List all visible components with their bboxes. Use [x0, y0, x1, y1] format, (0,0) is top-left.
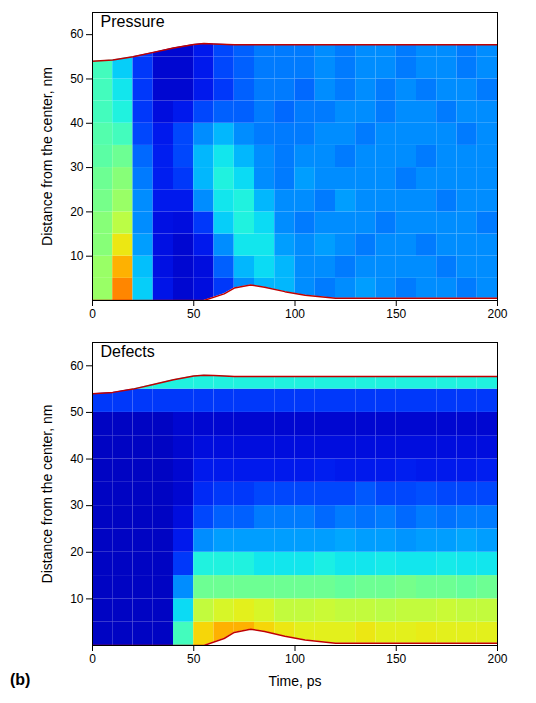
svg-text:200: 200 [487, 307, 507, 321]
svg-text:20: 20 [70, 545, 84, 559]
svg-text:20: 20 [70, 205, 84, 219]
svg-text:0: 0 [89, 307, 96, 321]
svg-text:50: 50 [187, 652, 201, 666]
svg-text:30: 30 [70, 160, 84, 174]
svg-text:10: 10 [70, 592, 84, 606]
svg-text:10: 10 [70, 249, 84, 263]
svg-text:Defects: Defects [101, 343, 155, 360]
svg-text:50: 50 [70, 405, 84, 419]
svg-text:60: 60 [70, 359, 84, 373]
svg-text:Distance from the center, nm: Distance from the center, nm [39, 67, 55, 246]
svg-text:50: 50 [187, 307, 201, 321]
svg-text:Pressure: Pressure [101, 13, 165, 30]
svg-text:50: 50 [70, 72, 84, 86]
svg-text:30: 30 [70, 498, 84, 512]
svg-text:40: 40 [70, 452, 84, 466]
svg-text:60: 60 [70, 27, 84, 41]
svg-text:Time, ps: Time, ps [268, 673, 321, 689]
svg-text:150: 150 [386, 652, 406, 666]
svg-text:200: 200 [487, 652, 507, 666]
svg-text:40: 40 [70, 116, 84, 130]
svg-text:0: 0 [89, 652, 96, 666]
svg-text:100: 100 [285, 652, 305, 666]
svg-text:100: 100 [285, 307, 305, 321]
svg-text:Distance from the center, nm: Distance from the center, nm [39, 405, 55, 584]
html-text:(b): (b) [10, 671, 31, 688]
svg-text:150: 150 [386, 307, 406, 321]
